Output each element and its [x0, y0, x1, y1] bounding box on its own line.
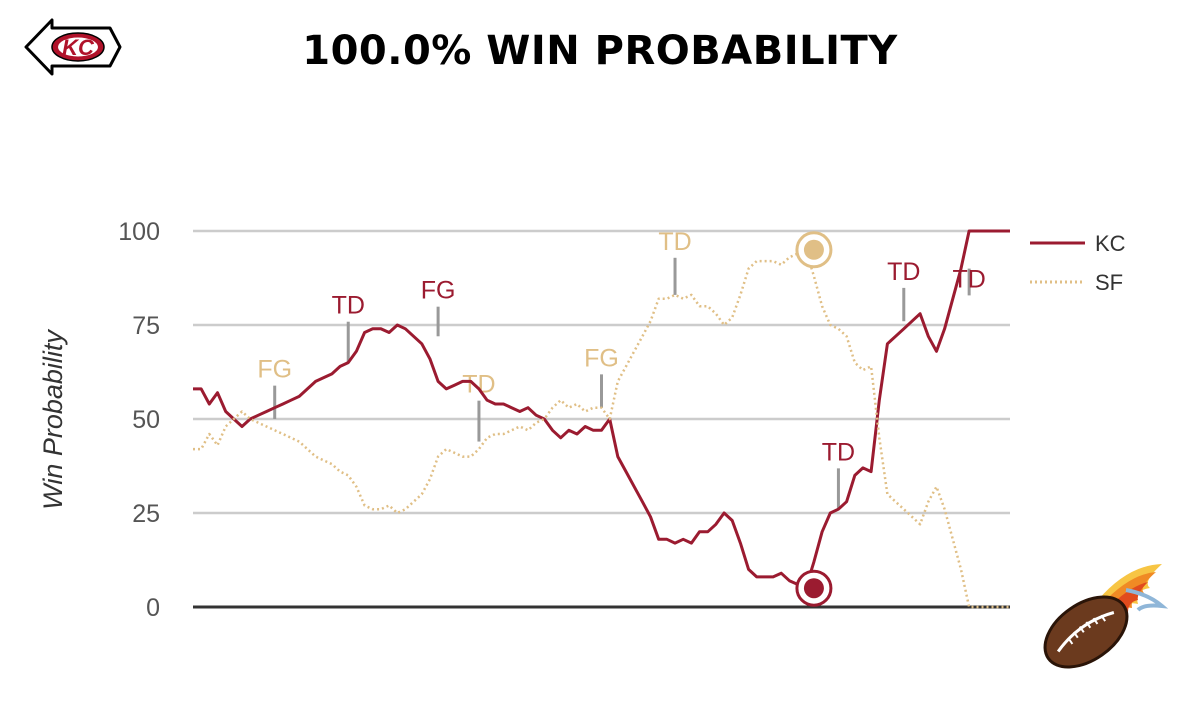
- logo-text: KC: [62, 35, 95, 60]
- y-tick-label: 75: [132, 312, 160, 340]
- y-tick-label: 50: [132, 406, 160, 434]
- score-marker-label: TD: [822, 438, 855, 466]
- score-marker-label: FG: [584, 344, 619, 372]
- chiefs-logo: KC: [22, 14, 122, 85]
- extreme-marker-dot-sf: [803, 239, 824, 260]
- score-marker-label: FG: [257, 356, 292, 384]
- legend-label-sf: SF: [1095, 270, 1123, 295]
- y-tick-label: 0: [146, 594, 160, 622]
- page-title: 100.0% WIN PROBABILITY: [302, 28, 898, 74]
- series-line-sf: [193, 248, 1010, 609]
- y-tick-label: 25: [132, 500, 160, 528]
- score-marker-label: TD: [332, 292, 365, 320]
- series-line-kc: [193, 229, 1010, 590]
- score-marker-label: TD: [462, 371, 495, 399]
- y-tick-label: 100: [118, 218, 160, 246]
- legend-label-kc: KC: [1095, 231, 1126, 256]
- score-marker-label: FG: [421, 277, 456, 305]
- football-icon: [1038, 560, 1169, 685]
- y-axis-label: Win Probability: [38, 329, 68, 510]
- score-marker-label: TD: [658, 228, 691, 256]
- score-marker-label: TD: [887, 258, 920, 286]
- extreme-marker-dot-kc: [803, 578, 824, 599]
